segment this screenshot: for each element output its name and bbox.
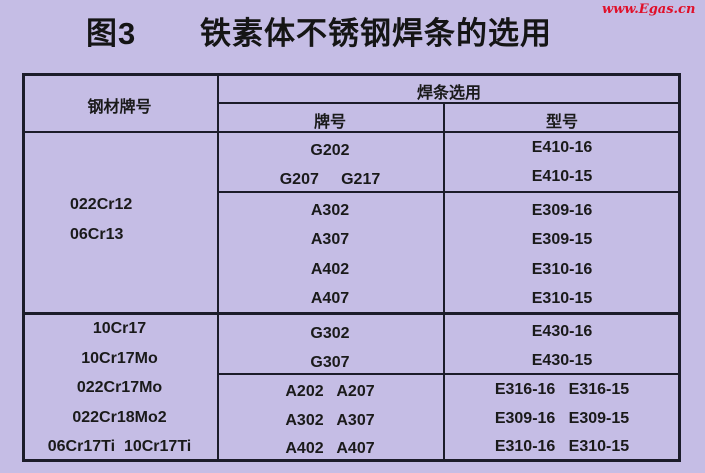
row-divider	[217, 191, 681, 193]
figure-number: 图3	[86, 16, 137, 51]
type: E310-15	[531, 290, 593, 308]
header-steel-grade: 钢材牌号	[87, 99, 152, 116]
brand: G202	[310, 142, 350, 159]
type: E309-15	[531, 231, 593, 249]
brand-cell: G202 G207 G217	[217, 136, 443, 194]
brand: A407	[310, 290, 350, 308]
steel-grades-cell: 022Cr12 06Cr13	[70, 190, 132, 250]
brand: G307	[310, 354, 350, 371]
type: E410-15	[531, 168, 593, 185]
type: E430-15	[531, 352, 593, 369]
type: E309-16	[531, 202, 593, 219]
brand: A307	[310, 231, 350, 249]
brand: A202 A207	[285, 383, 375, 400]
table-border	[22, 73, 681, 462]
type-cell: E316-16 E316-15 E309-16 E309-15 E310-16 …	[443, 376, 681, 462]
column-divider	[217, 73, 219, 462]
brand-cell: A302 A307 A402 A407	[217, 196, 443, 314]
brand: G207 G217	[279, 171, 381, 188]
header-brand: 牌号	[313, 114, 346, 131]
header-electrode-selection: 焊条选用	[416, 85, 481, 102]
brand: G302	[310, 325, 350, 342]
brand: A302 A307	[285, 411, 375, 429]
type-cell: E410-16 E410-15	[443, 133, 681, 191]
watermark: www.Egas.cn	[602, 2, 696, 17]
type: E309-16 E309-15	[494, 409, 630, 427]
brand: A302	[310, 202, 350, 219]
type: E430-16	[531, 323, 593, 340]
brand: A402	[310, 260, 350, 278]
brand: A402 A407	[285, 440, 375, 458]
column-divider	[443, 102, 445, 462]
steel-grade: 022Cr18Mo2	[72, 408, 167, 426]
steel-grade: 10Cr17	[92, 320, 147, 337]
type: E316-16 E316-15	[494, 381, 630, 398]
type-cell: E430-16 E430-15	[443, 317, 681, 375]
steel-grade: 022Cr17Mo	[76, 379, 163, 397]
row-divider	[22, 312, 681, 315]
row-divider	[217, 373, 681, 375]
steel-grade: 022Cr12	[70, 196, 133, 213]
steel-grade: 06Cr13	[70, 226, 124, 243]
steel-grades-cell: 10Cr17 10Cr17Mo 022Cr17Mo 022Cr18Mo2 06C…	[22, 314, 217, 462]
type: E310-16 E310-15	[494, 438, 630, 456]
steel-grade: 06Cr17Ti 10Cr17Ti	[47, 438, 192, 456]
page-title: 铁素体不锈钢焊条的选用	[200, 16, 552, 51]
header-type: 型号	[545, 114, 578, 131]
type: E310-16	[531, 260, 593, 278]
brand-cell: A202 A207 A302 A307 A402 A407	[217, 378, 443, 464]
brand-cell: G302 G307	[217, 319, 443, 377]
type-cell: E309-16 E309-15 E310-16 E310-15	[443, 196, 681, 314]
row-divider	[22, 131, 681, 133]
steel-grade: 10Cr17Mo	[81, 349, 158, 367]
type: E410-16	[531, 139, 593, 156]
row-divider	[217, 102, 681, 104]
